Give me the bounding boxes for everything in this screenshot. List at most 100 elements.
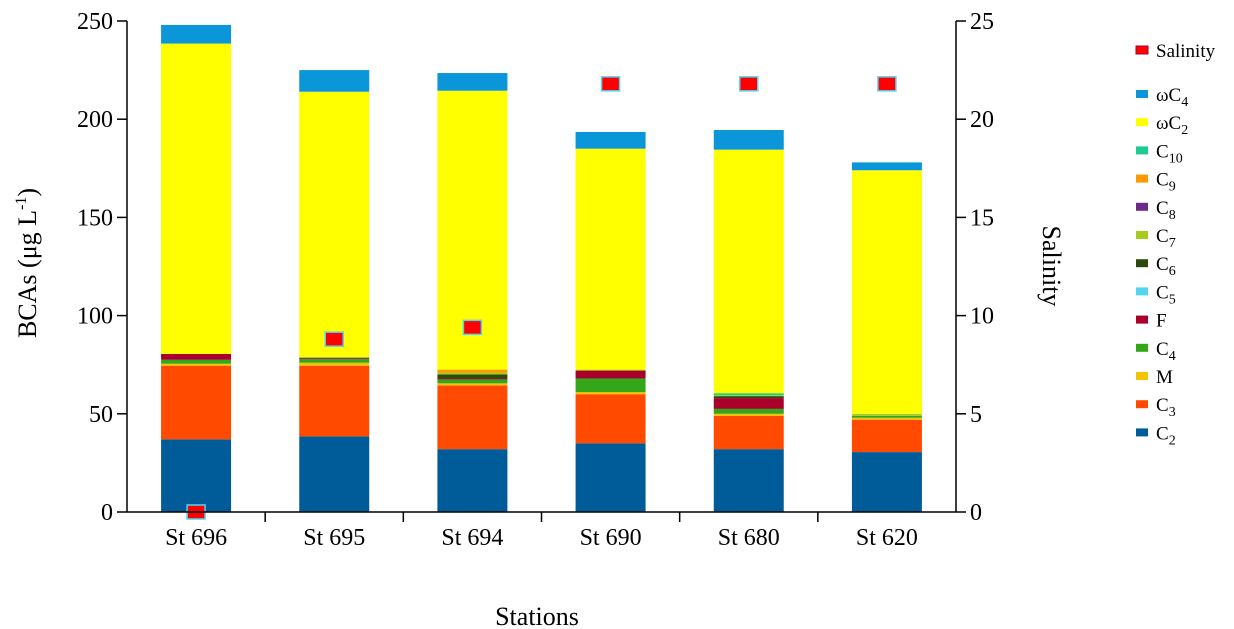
bar-c3-1 — [161, 365, 232, 440]
legend-label-c7: C7 — [1156, 226, 1176, 251]
legend-swatch-c10 — [1136, 146, 1148, 155]
legend-label-c5: C5 — [1156, 282, 1176, 307]
legend-swatch-c8 — [1136, 202, 1148, 211]
x-tick-label: St 696 — [165, 525, 227, 551]
plot-area — [161, 24, 922, 520]
bar-c4-6 — [851, 415, 922, 418]
y-tick-label: 200 — [77, 107, 113, 133]
y2-tick-label: 15 — [970, 205, 994, 231]
bar-c2-2 — [299, 436, 370, 512]
bar-m-5 — [713, 413, 784, 416]
bar-wc2-6 — [851, 170, 922, 414]
bar-c2-6 — [851, 452, 922, 512]
bar-wc4-6 — [851, 162, 922, 171]
legend-subscript: 4 — [1181, 95, 1188, 110]
legend-swatch-c4 — [1136, 343, 1148, 352]
bar-c4-3 — [437, 379, 508, 384]
bar-c7-2 — [299, 356, 370, 358]
legend: Salinity ωC4 ωC2 C10 C9 C8 C7 C6 C5 F C4 M C3 C2 — [1135, 41, 1216, 448]
axis-ticks: 0 50 100 150 200 250 0 5 10 15 20 25 St 696 St 695 St … — [77, 9, 994, 551]
bar-f-4 — [575, 370, 646, 379]
x-tick-label: St 694 — [441, 525, 503, 551]
salinity-point-6 — [877, 76, 897, 92]
bar-f-5 — [713, 398, 784, 409]
legend-swatch-f — [1136, 315, 1148, 324]
legend-swatch-c3 — [1136, 400, 1148, 409]
bar-c3-3 — [437, 385, 508, 450]
legend-swatch-wc2 — [1136, 118, 1148, 127]
y-tick-label: 100 — [77, 304, 113, 330]
salinity-point-2 — [324, 331, 344, 347]
x-tick-label: St 620 — [856, 525, 918, 551]
legend-subscript: 9 — [1169, 180, 1176, 195]
bar-wc4-4 — [575, 131, 646, 149]
bar-wc2-4 — [575, 148, 646, 370]
legend-label-wc4: ωC4 — [1156, 85, 1188, 110]
legend-swatch-c9 — [1136, 174, 1148, 183]
bar-c10-5 — [713, 393, 784, 396]
legend-label-wc2: ωC2 — [1156, 113, 1188, 138]
y-axis-title: BCAs (μg L-1) — [13, 188, 42, 338]
legend-subscript: 3 — [1169, 405, 1176, 420]
legend-swatch-c5 — [1136, 287, 1148, 296]
y-tick-label: 150 — [77, 205, 113, 231]
legend-label-c8: C8 — [1156, 198, 1176, 223]
bar-m-1 — [161, 363, 232, 366]
legend-label-f: F — [1156, 311, 1167, 332]
legend-swatch-m — [1136, 372, 1148, 380]
bar-c4-5 — [713, 408, 784, 414]
y2-tick-label: 20 — [970, 107, 994, 133]
x-tick-label: St 690 — [580, 525, 642, 551]
bar-c4-2 — [299, 358, 370, 363]
bar-wc2-5 — [713, 149, 784, 394]
bar-c3-5 — [713, 415, 784, 450]
legend-subscript: 6 — [1169, 264, 1176, 279]
bar-m-4 — [575, 392, 646, 395]
legend-label-c4: C4 — [1156, 339, 1176, 364]
x-axis-title: Stations — [495, 602, 579, 629]
salinity-point-5 — [739, 76, 759, 92]
bar-c3-4 — [575, 394, 646, 444]
y-tick-label: 250 — [77, 9, 113, 35]
y-axis-title-main: BCAs (μg L — [13, 210, 42, 338]
legend-label-c10: C10 — [1156, 141, 1183, 166]
bar-c4-1 — [161, 359, 232, 364]
x-tick-label: St 695 — [303, 525, 365, 551]
bar-m-2 — [299, 362, 370, 366]
legend-subscript: 2 — [1181, 123, 1188, 138]
bar-c6-5 — [713, 396, 784, 399]
bar-c2-3 — [437, 449, 508, 512]
bar-wc2-2 — [299, 91, 370, 357]
x-tick-label: St 680 — [718, 525, 780, 551]
y-tick-label: 0 — [101, 500, 113, 526]
legend-label-salinity: Salinity — [1156, 41, 1216, 62]
legend-swatch-c2 — [1136, 428, 1148, 437]
legend-swatch-c6 — [1136, 259, 1148, 268]
bar-c2-4 — [575, 443, 646, 512]
axes — [126, 21, 957, 513]
legend-subscript: 5 — [1169, 292, 1176, 307]
legend-label-m: M — [1156, 367, 1173, 388]
bar-c7-3 — [437, 372, 508, 375]
bar-m-3 — [437, 383, 508, 386]
bar-f-3 — [437, 378, 508, 380]
legend-subscript: 8 — [1169, 208, 1176, 223]
y2-tick-label: 5 — [970, 402, 982, 428]
bar-c7-5 — [713, 395, 784, 397]
legend-label-c3: C3 — [1156, 395, 1176, 420]
bar-wc4-1 — [161, 24, 232, 44]
legend-swatch-salinity — [1135, 45, 1149, 55]
bar-f-2 — [299, 357, 370, 359]
bar-c2-1 — [161, 439, 232, 512]
bar-c3-6 — [851, 419, 922, 453]
bar-wc2-1 — [161, 43, 232, 354]
salinity-point-3 — [462, 319, 483, 336]
salinity-point-4 — [600, 76, 621, 92]
y-axis-title-superscript: -1 — [13, 197, 30, 210]
y2-tick-label: 10 — [970, 304, 994, 330]
bar-c2-5 — [713, 449, 784, 512]
bar-c7-6 — [851, 413, 922, 416]
bar-c9-3 — [437, 369, 508, 373]
legend-subscript: 4 — [1169, 349, 1176, 364]
